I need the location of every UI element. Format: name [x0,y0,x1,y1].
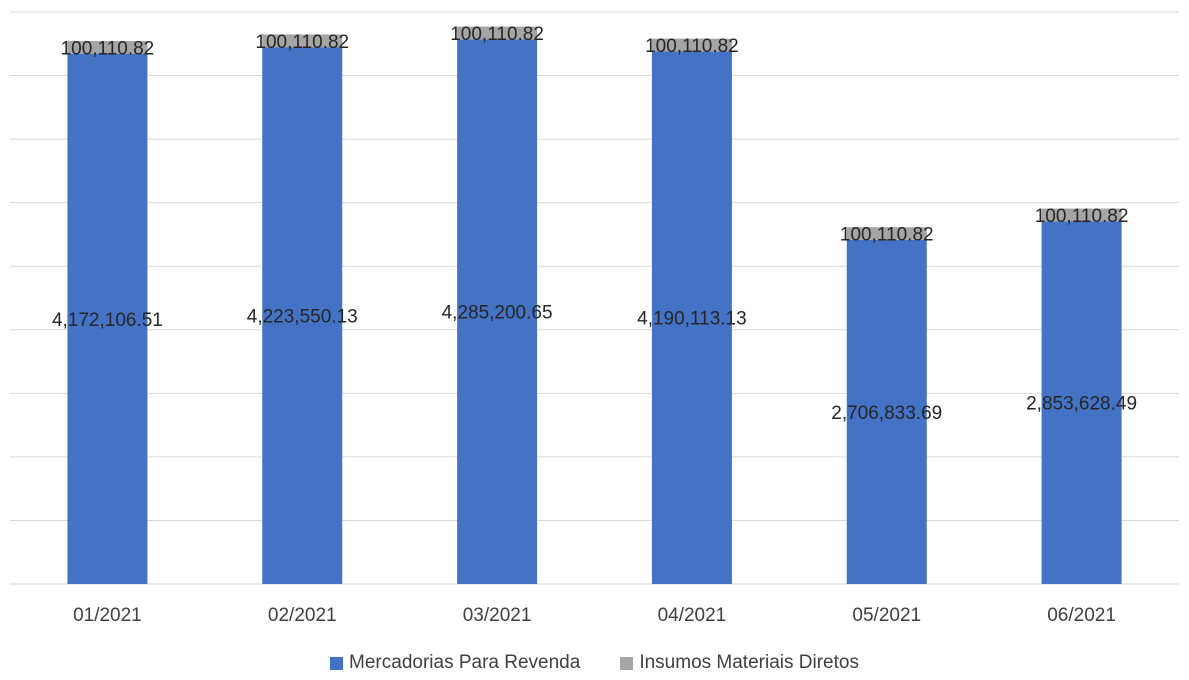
bar-mercadorias [67,53,148,585]
x-axis-tick-labels: 01/2021 02/2021 03/2021 04/2021 05/2021 06/20… [73,605,1116,626]
x-tick-label: 04/2021 [658,605,727,626]
legend-label-mercadorias: Mercadorias Para Revenda [349,652,581,673]
data-label-mercadorias: 2,853,628.49 [1026,394,1137,415]
x-tick-label: 01/2021 [73,605,142,626]
legend-swatch-insumos [620,656,634,670]
legend-item-insumos: Insumos Materiais Diretos [620,652,859,674]
bar-insumos [651,38,732,52]
bar-insumos [1041,208,1122,222]
legend: Mercadorias Para Revenda Insumos Materia… [0,652,1189,674]
data-label-insumos: 100,110.82 [61,38,155,59]
bar-mercadorias [846,239,927,584]
bar-insumos [457,26,538,40]
data-label-mercadorias: 4,285,200.65 [442,303,553,324]
data-label-mercadorias: 4,223,550.13 [247,307,358,328]
bar-insumos [846,227,927,240]
x-tick-label: 06/2021 [1047,605,1116,626]
x-tick-label: 03/2021 [463,605,532,626]
bar-insumos [262,34,343,48]
bars [67,26,1122,585]
data-label-insumos: 100,110.82 [645,36,739,57]
bar-insumos [67,40,148,54]
gridlines [10,11,1179,585]
data-label-insumos: 100,110.82 [255,32,349,53]
legend-label-insumos: Insumos Materiais Diretos [639,652,859,673]
bar-mercadorias [1041,221,1122,585]
data-label-mercadorias: 4,190,113.13 [637,309,747,330]
data-label-mercadorias: 2,706,833.69 [831,403,942,424]
bar-mercadorias [651,51,732,584]
data-label-insumos: 100,110.82 [840,225,934,246]
x-tick-label: 02/2021 [268,605,337,626]
x-tick-label: 05/2021 [852,605,921,626]
data-label-mercadorias: 4,172,106.51 [52,310,163,331]
bar-mercadorias [457,39,538,584]
data-labels: 4,172,106.51 100,110.82 4,223,550.13 100,11… [52,24,1137,424]
legend-item-mercadorias: Mercadorias Para Revenda [330,652,580,674]
legend-swatch-mercadorias [330,656,344,670]
bar-mercadorias [262,47,343,585]
data-label-insumos: 100,110.82 [450,24,544,45]
data-label-insumos: 100,110.82 [1035,206,1129,227]
